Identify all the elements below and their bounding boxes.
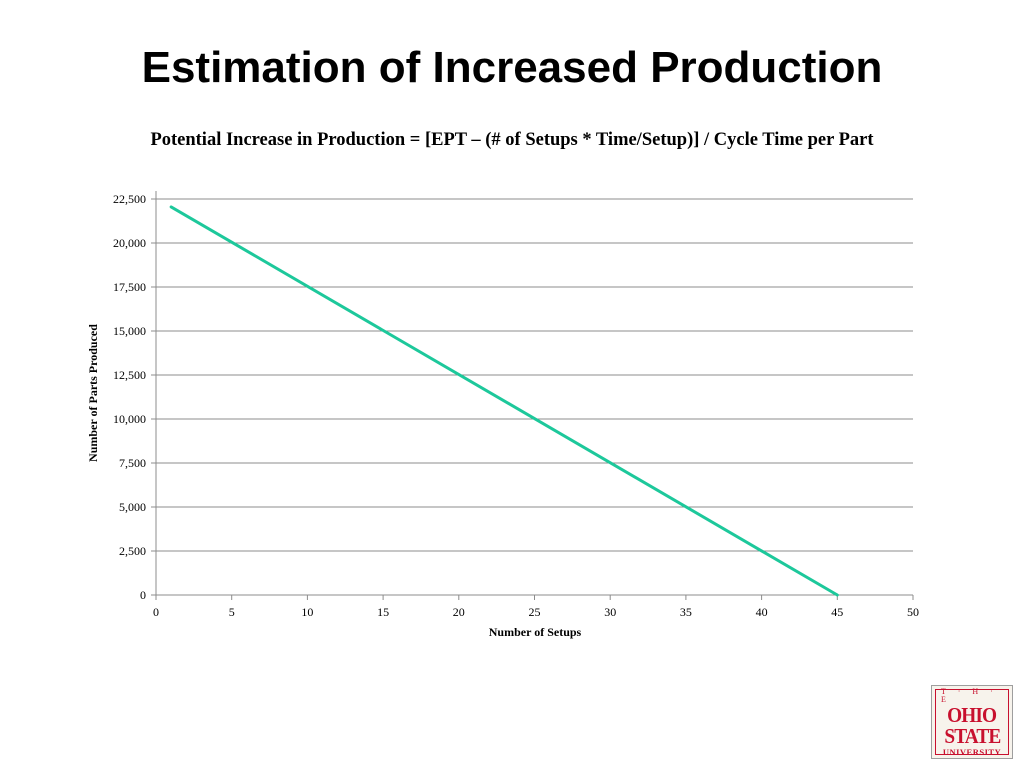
x-tick-label: 20	[453, 605, 465, 619]
x-tick-label: 10	[301, 605, 313, 619]
y-tick-label: 12,500	[113, 368, 146, 382]
y-axis-title: Number of Parts Produced	[86, 324, 100, 462]
formula-text: Potential Increase in Production = [EPT …	[150, 130, 874, 150]
series	[169, 205, 839, 597]
y-tick-label: 0	[140, 588, 146, 602]
slide-title: Estimation of Increased Production	[141, 43, 883, 92]
x-tick-label: 25	[529, 605, 541, 619]
x-tick-label: 35	[680, 605, 692, 619]
y-tick-label: 2,500	[119, 544, 146, 558]
x-tick-label: 45	[831, 605, 843, 619]
x-tick-label: 15	[377, 605, 389, 619]
y-tick-label: 10,000	[113, 412, 146, 426]
logo-university-text: UNIVERSITY	[942, 746, 1002, 757]
ohio-state-logo: T · H · E OHIO STATE UNIVERSITY	[931, 685, 1013, 759]
x-tick-labels: 0 5 10 15 20 25 30 35 40 45 50	[153, 605, 919, 619]
line-chart: 0 2,500 5,000 7,500 10,000 12,500 15,000 17,500…	[86, 191, 919, 639]
x-tick-label: 5	[229, 605, 235, 619]
y-tick-label: 7,500	[119, 456, 146, 470]
logo-the-text: T · H · E	[941, 686, 998, 704]
gridlines	[156, 198, 913, 552]
x-tick-label: 0	[153, 605, 159, 619]
y-tick-label: 15,000	[113, 324, 146, 338]
logo-ohio-text: OHIO	[947, 702, 998, 727]
series-line	[169, 205, 839, 597]
y-tick-label: 22,500	[113, 192, 146, 206]
x-tick-label: 30	[604, 605, 616, 619]
y-tick-label: 5,000	[119, 500, 146, 514]
x-tick-label: 50	[907, 605, 919, 619]
x-axis-title: Number of Setups	[489, 625, 582, 639]
axes	[151, 191, 914, 600]
y-tick-labels: 0 2,500 5,000 7,500 10,000 12,500 15,000 17,500…	[113, 192, 146, 602]
y-tick-label: 20,000	[113, 236, 146, 250]
x-tick-label: 40	[756, 605, 768, 619]
y-tick-label: 17,500	[113, 280, 146, 294]
logo-state-text: STATE	[944, 723, 1001, 748]
